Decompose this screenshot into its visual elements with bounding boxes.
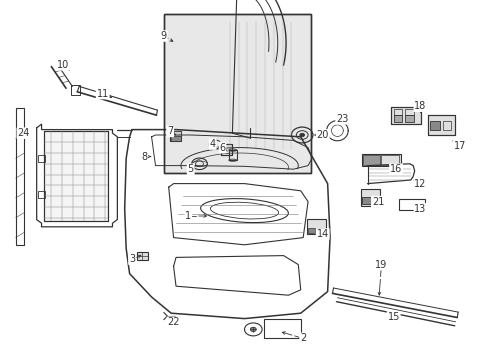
Bar (404, 115, 413, 122)
Text: 20: 20 (316, 130, 328, 140)
Bar (264, 319, 300, 338)
Bar (393, 109, 402, 115)
Text: 21: 21 (371, 197, 384, 207)
Bar (137, 252, 147, 260)
Bar (306, 219, 325, 234)
Text: 17: 17 (452, 141, 465, 151)
Text: 18: 18 (413, 101, 426, 111)
Bar (362, 155, 379, 165)
Text: 11: 11 (96, 89, 109, 99)
Text: 22: 22 (167, 317, 180, 327)
Bar (372, 197, 378, 204)
Text: 10: 10 (57, 60, 70, 70)
Bar (361, 197, 370, 204)
Bar (393, 115, 402, 122)
Bar (228, 150, 236, 160)
Bar (171, 131, 181, 136)
Text: 8: 8 (141, 152, 147, 162)
Bar (171, 136, 181, 141)
Text: 16: 16 (389, 164, 402, 174)
Bar (361, 154, 400, 166)
Bar (38, 191, 45, 198)
Text: 2: 2 (300, 333, 305, 343)
Bar (381, 155, 398, 165)
Bar (316, 228, 324, 233)
Bar (429, 121, 439, 130)
Text: 9: 9 (161, 31, 166, 41)
Bar (38, 155, 45, 162)
Text: 13: 13 (413, 204, 426, 214)
Bar (71, 85, 80, 95)
Bar (390, 107, 420, 124)
Bar (390, 107, 420, 124)
Bar (398, 199, 425, 210)
Text: 4: 4 (209, 139, 215, 149)
Text: 5: 5 (187, 164, 193, 174)
Bar (163, 14, 310, 173)
Bar (170, 131, 181, 141)
Text: 19: 19 (374, 260, 387, 270)
Circle shape (250, 327, 256, 332)
Bar (404, 109, 413, 115)
Bar (427, 115, 454, 135)
Bar (44, 131, 107, 221)
Bar (221, 144, 231, 155)
Bar (360, 189, 380, 206)
Bar (221, 144, 231, 155)
Text: 1: 1 (185, 211, 191, 221)
Bar (427, 115, 454, 135)
Circle shape (299, 133, 304, 137)
Bar (44, 131, 107, 221)
Text: 12: 12 (413, 179, 426, 189)
Text: 24: 24 (17, 128, 30, 138)
Text: 23: 23 (335, 114, 348, 124)
Text: 7: 7 (167, 126, 173, 136)
Text: 3: 3 (129, 254, 135, 264)
Text: 14: 14 (316, 229, 328, 239)
Bar (442, 121, 450, 130)
Bar (163, 14, 310, 173)
Text: 15: 15 (386, 312, 399, 322)
Text: 6: 6 (219, 143, 225, 153)
Bar (16, 108, 24, 245)
Bar (307, 228, 315, 233)
